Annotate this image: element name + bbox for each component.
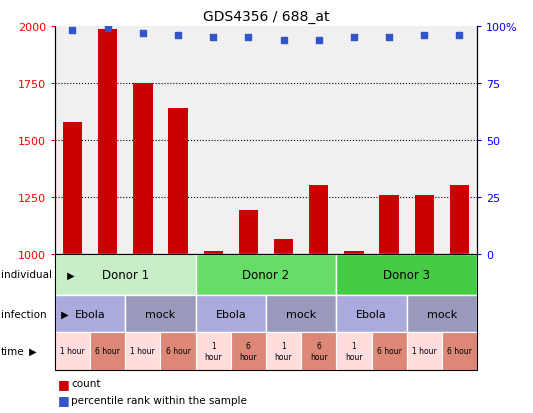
- Text: Ebola: Ebola: [356, 309, 387, 319]
- Point: [68, 28, 77, 35]
- Point: [209, 35, 217, 41]
- Text: mock: mock: [286, 309, 316, 319]
- Text: infection: infection: [1, 309, 46, 319]
- Text: count: count: [71, 378, 100, 388]
- Point: [385, 35, 393, 41]
- Text: Ebola: Ebola: [215, 309, 246, 319]
- Bar: [133, 83, 152, 254]
- Point: [350, 35, 358, 41]
- Point: [244, 35, 253, 41]
- Text: 6 hour: 6 hour: [166, 347, 190, 356]
- Text: Donor 1: Donor 1: [102, 268, 149, 281]
- Text: 6 hour: 6 hour: [95, 347, 120, 356]
- Bar: [168, 109, 188, 254]
- Bar: [63, 122, 82, 254]
- Text: 1 hour: 1 hour: [412, 347, 437, 356]
- Text: ▶: ▶: [58, 309, 69, 319]
- Bar: [415, 195, 434, 254]
- Text: Donor 2: Donor 2: [243, 268, 289, 281]
- Point: [103, 26, 112, 32]
- Title: GDS4356 / 688_at: GDS4356 / 688_at: [203, 10, 329, 24]
- Text: individual: individual: [1, 270, 52, 280]
- Text: time: time: [1, 346, 24, 356]
- Text: 6
hour: 6 hour: [239, 342, 257, 361]
- Bar: [309, 186, 328, 254]
- Text: mock: mock: [146, 309, 175, 319]
- Bar: [204, 251, 223, 254]
- Point: [174, 33, 182, 39]
- Text: 1 hour: 1 hour: [131, 347, 155, 356]
- Text: mock: mock: [427, 309, 457, 319]
- Point: [279, 37, 288, 44]
- Bar: [98, 30, 117, 254]
- Bar: [239, 211, 258, 254]
- Text: ■: ■: [58, 377, 74, 390]
- Point: [420, 33, 429, 39]
- Text: percentile rank within the sample: percentile rank within the sample: [71, 395, 247, 405]
- Text: 6 hour: 6 hour: [377, 347, 401, 356]
- Text: 1 hour: 1 hour: [60, 347, 85, 356]
- Text: 1
hour: 1 hour: [204, 342, 222, 361]
- Text: 1
hour: 1 hour: [274, 342, 293, 361]
- Point: [455, 33, 464, 39]
- Text: 6
hour: 6 hour: [310, 342, 328, 361]
- Text: 6 hour: 6 hour: [447, 347, 472, 356]
- Bar: [344, 251, 364, 254]
- Text: ■: ■: [58, 393, 74, 406]
- Text: Ebola: Ebola: [75, 309, 106, 319]
- Text: 1
hour: 1 hour: [345, 342, 363, 361]
- Point: [139, 30, 147, 37]
- Point: [314, 37, 323, 44]
- Text: ▶: ▶: [64, 270, 75, 280]
- Text: ▶: ▶: [26, 346, 37, 356]
- Text: Donor 3: Donor 3: [383, 268, 430, 281]
- Bar: [274, 240, 293, 254]
- Bar: [450, 186, 469, 254]
- Bar: [379, 195, 399, 254]
